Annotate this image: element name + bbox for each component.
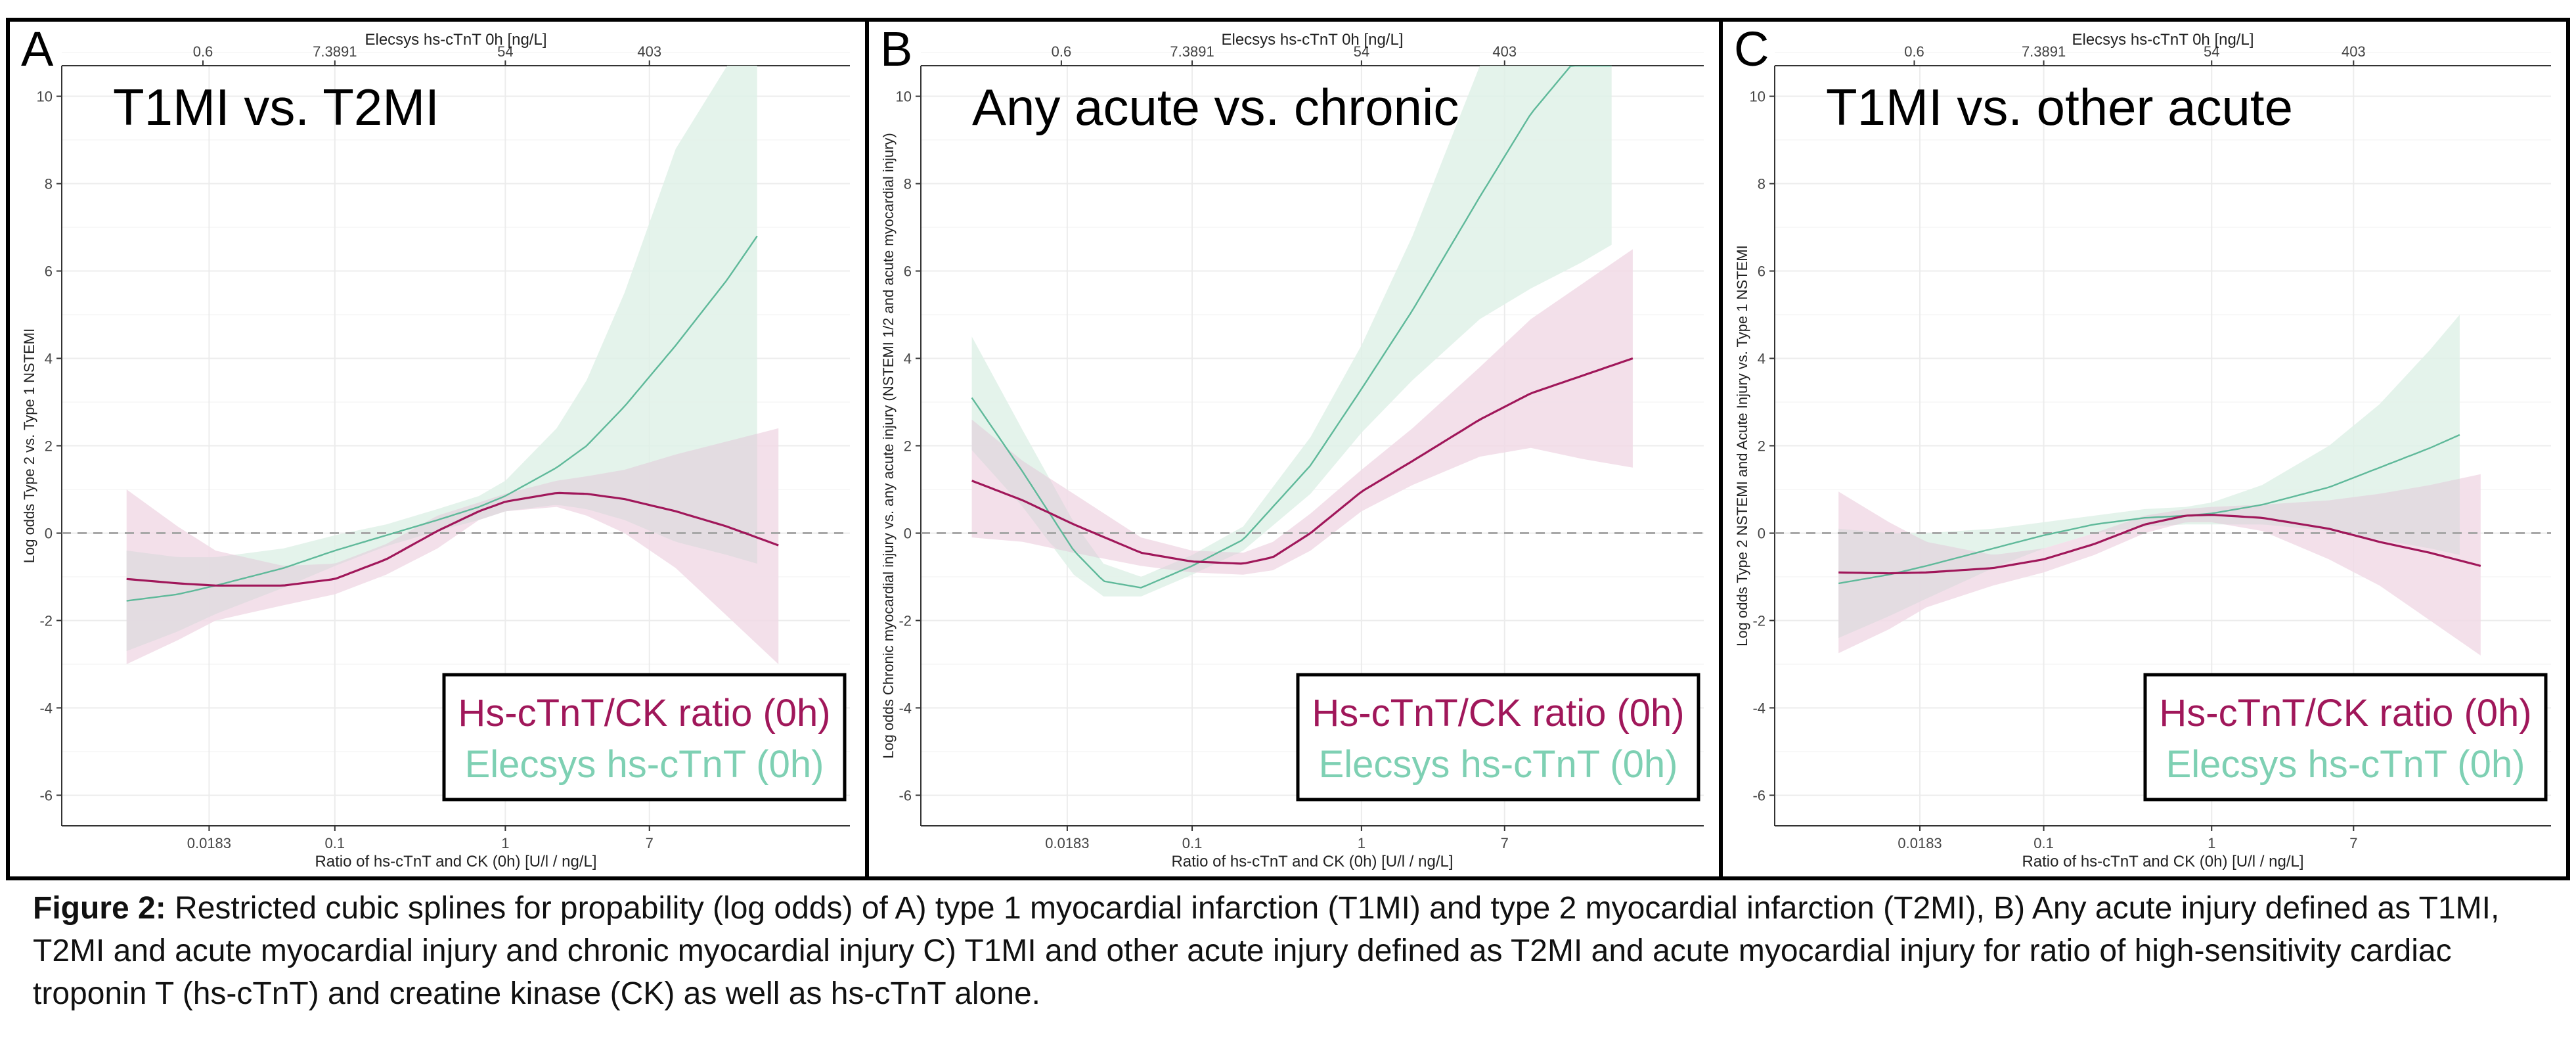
y-tick-label: 4	[1758, 351, 1765, 367]
x-tick-label: 0.0183	[1045, 835, 1089, 851]
panel-letter: C	[1734, 22, 1769, 76]
top-tick-label: 0.6	[1904, 43, 1924, 60]
confidence-band-overlap	[126, 434, 757, 651]
top-tick-label: 0.6	[193, 43, 213, 60]
series-line-ratio	[1838, 513, 2481, 575]
top-tick-label: 7.3891	[2022, 43, 2066, 60]
top-axis-label: Elecsys hs-cTnT 0h [ng/L]	[365, 31, 546, 49]
plot-area	[1775, 315, 2551, 656]
x-tick-label: 1	[1358, 835, 1366, 851]
plot-area	[62, 66, 850, 664]
top-axis-label: Elecsys hs-cTnT 0h [ng/L]	[2072, 31, 2254, 49]
top-tick-label: 403	[637, 43, 661, 60]
legend: Hs-cTnT/CK ratio (0h) Elecsys hs-cTnT (0h…	[1296, 673, 1700, 802]
y-tick-label: 6	[45, 263, 53, 280]
y-tick-label: 6	[1758, 263, 1765, 280]
y-tick-label: 0	[1758, 525, 1765, 541]
y-tick-label: 2	[45, 438, 53, 455]
panel-letter: B	[880, 22, 912, 76]
y-tick-label: 8	[904, 176, 912, 192]
legend-entry-ratio: Hs-cTnT/CK ratio (0h)	[458, 692, 830, 735]
x-tick-label: 1	[501, 835, 509, 851]
x-tick-label: 7	[2349, 835, 2357, 851]
y-tick-label: 4	[45, 351, 53, 367]
top-tick-label: 403	[2342, 43, 2366, 60]
panel-title: T1MI vs. other acute	[1826, 78, 2293, 136]
confidence-band-troponin	[971, 66, 1612, 597]
y-axis-label: Log odds Chronic myocardial injury vs. a…	[880, 133, 897, 759]
legend: Hs-cTnT/CK ratio (0h) Elecsys hs-cTnT (0h…	[2143, 673, 2548, 802]
figure-caption: Figure 2: Restricted cubic splines for p…	[33, 887, 2555, 1015]
legend-entry-ratio: Hs-cTnT/CK ratio (0h)	[1312, 692, 1684, 735]
top-axis-label: Elecsys hs-cTnT 0h [ng/L]	[1221, 31, 1403, 49]
y-tick-label: -6	[1752, 787, 1765, 803]
y-tick-label: -6	[39, 787, 53, 803]
x-tick-label: 0.0183	[1898, 835, 1942, 851]
top-tick-label: 54	[2204, 43, 2219, 60]
legend-box	[1296, 673, 1700, 802]
x-tick-label: 7	[1501, 835, 1509, 851]
legend: Hs-cTnT/CK ratio (0h) Elecsys hs-cTnT (0h…	[442, 673, 847, 802]
legend-entry-ratio: Hs-cTnT/CK ratio (0h)	[2159, 692, 2531, 735]
y-tick-label: -4	[39, 700, 53, 716]
series-line-troponin	[971, 66, 1612, 589]
x-tick-label: 7	[646, 835, 654, 851]
y-tick-label: -2	[899, 612, 912, 629]
y-tick-label: 0	[45, 525, 53, 541]
series-line-ratio	[971, 357, 1633, 565]
chart-panel-b: -6 -4 -2 0 2 4 6 8 10 0.0183 0.1 1 7 0.6 7.3891 54 403 Ra…	[865, 18, 1723, 880]
top-tick-label: 54	[1354, 43, 1369, 60]
y-axis-label: Log odds Type 2 NSTEMI and Acute Injury …	[1734, 245, 1750, 646]
caption-text: Restricted cubic splines for propability…	[33, 891, 2500, 1011]
legend-box	[2143, 673, 2548, 802]
x-axis-label: Ratio of hs-cTnT and CK (0h) [U/l / ng/L…	[1171, 853, 1453, 870]
y-tick-label: 0	[904, 525, 912, 541]
top-tick-label: 54	[497, 43, 513, 60]
legend-box	[442, 673, 847, 802]
legend-entry-troponin: Elecsys hs-cTnT (0h)	[1319, 743, 1678, 786]
y-tick-label: 10	[896, 89, 912, 105]
plot-area	[921, 66, 1704, 597]
y-tick-label: -6	[899, 787, 912, 803]
top-tick-label: 7.3891	[313, 43, 357, 60]
top-tick-label: 7.3891	[1170, 43, 1214, 60]
y-tick-label: 10	[1750, 89, 1765, 105]
y-tick-label: 2	[1758, 438, 1765, 455]
top-tick-label: 403	[1492, 43, 1517, 60]
chart-panel-a: -6 -4 -2 0 2 4 6 8 10 0.0183 0.1 1 7 0.6 7.3891 54 403 Ra…	[6, 18, 869, 880]
panel-title: T1MI vs. T2MI	[113, 78, 439, 136]
legend-entry-troponin: Elecsys hs-cTnT (0h)	[465, 743, 824, 786]
y-tick-label: 6	[904, 263, 912, 280]
y-tick-label: -4	[1752, 700, 1765, 716]
x-tick-label: 0.1	[325, 835, 345, 851]
x-tick-label: 0.1	[1182, 835, 1203, 851]
panel-title: Any acute vs. chronic	[972, 78, 1459, 136]
y-tick-label: 4	[904, 351, 912, 367]
series-line-troponin	[126, 235, 758, 602]
series-line-ratio	[126, 491, 779, 587]
caption-label: Figure 2:	[33, 891, 166, 926]
confidence-band-ratio	[971, 249, 1633, 575]
series-line-troponin	[1838, 434, 2460, 585]
x-axis-label: Ratio of hs-cTnT and CK (0h) [U/l / ng/L…	[315, 853, 596, 870]
x-axis-label: Ratio of hs-cTnT and CK (0h) [U/l / ng/L…	[2022, 853, 2303, 870]
y-tick-label: -4	[899, 700, 912, 716]
panel-letter: A	[21, 22, 54, 76]
y-tick-label: 10	[37, 89, 53, 105]
chart-panel-c: -6 -4 -2 0 2 4 6 8 10 0.0183 0.1 1 7 0.6 7.3891 54 403 Ra…	[1719, 18, 2570, 880]
x-tick-label: 0.0183	[187, 835, 231, 851]
y-tick-label: 8	[1758, 176, 1765, 192]
confidence-band-overlap	[1838, 478, 2460, 639]
x-tick-label: 0.1	[2033, 835, 2054, 851]
y-axis-label: Log odds Type 2 vs. Type 1 NSTEMI	[21, 328, 37, 564]
top-tick-label: 0.6	[1052, 43, 1072, 60]
y-tick-label: -2	[39, 612, 53, 629]
legend-entry-troponin: Elecsys hs-cTnT (0h)	[2166, 743, 2525, 786]
x-tick-label: 1	[2208, 835, 2215, 851]
y-tick-label: 2	[904, 438, 912, 455]
y-tick-label: -2	[1752, 612, 1765, 629]
y-tick-label: 8	[45, 176, 53, 192]
